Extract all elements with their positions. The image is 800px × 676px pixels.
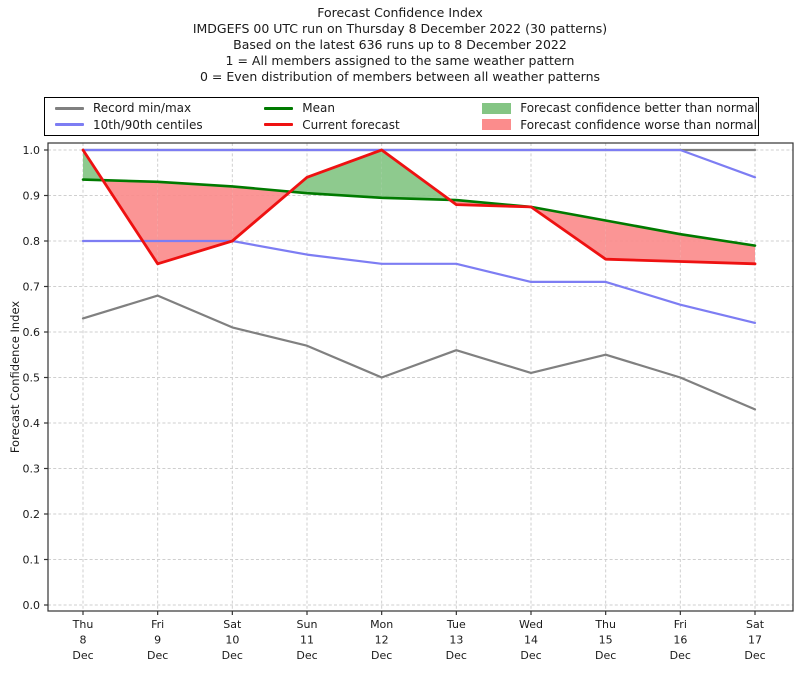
- y-tick-label: 0.6: [23, 326, 41, 339]
- x-tick-label: Thu 15 Dec: [594, 618, 616, 662]
- forecast-confidence-chart: 0.0 0.1 0.2 0.3 0.4 0.5 0.6 0.7 0.8 0.9 1.0 Thu 8 Dec…: [23, 142, 794, 662]
- y-tick-label: 0.2: [23, 508, 41, 521]
- fill-worse-than-normal: [605, 220, 681, 262]
- series-current-forecast: [81, 148, 757, 266]
- legend: Record min/max 10th/90th centiles Mean C…: [44, 97, 759, 136]
- x-tick-label: Mon 12 Dec: [370, 618, 393, 662]
- legend-item-better-than-normal: Forecast confidence better than normal: [482, 101, 758, 115]
- series-mean: [81, 178, 757, 247]
- title-line-runs-count: Based on the latest 636 runs up to 8 Dec…: [233, 37, 567, 52]
- x-tick-label: Wed 14 Dec: [519, 618, 543, 662]
- x-tick-label: Fri 16 Dec: [670, 618, 691, 662]
- y-tick-label: 0.9: [23, 190, 41, 203]
- legend-label: Record min/max: [93, 101, 192, 116]
- y-tick-label: 1.0: [23, 144, 41, 157]
- worse-fill-swatch: [482, 119, 512, 131]
- better-fill-swatch: [482, 102, 512, 114]
- x-tick-label: Sun 11 Dec: [296, 618, 317, 662]
- series-10th-centile: [81, 239, 757, 324]
- x-tick-label: Sat 10 Dec: [222, 618, 243, 662]
- centiles-line-swatch: [55, 123, 84, 127]
- legend-label: Mean: [302, 101, 335, 116]
- legend-label: 10th/90th centiles: [93, 117, 203, 132]
- title-line-scale-zero: 0 = Even distribution of members between…: [199, 69, 601, 84]
- legend-column-1: Record min/max 10th/90th centiles: [55, 100, 264, 133]
- legend-item-worse-than-normal: Forecast confidence worse than normal: [482, 118, 758, 132]
- y-tick-label: 0.4: [23, 417, 41, 430]
- chart-title-block: Forecast Confidence Index IMDGEFS 00 UTC…: [0, 5, 800, 85]
- confidence-fill-areas: [83, 150, 755, 264]
- x-tick-label: Sat 17 Dec: [744, 618, 765, 662]
- fill-better-than-normal: [307, 150, 382, 198]
- title-line-main: Forecast Confidence Index: [317, 5, 483, 20]
- record-minmax-line-swatch: [55, 106, 84, 110]
- title-line-run-info: IMDGEFS 00 UTC run on Thursday 8 Decembe…: [192, 21, 608, 36]
- y-tick-label: 0.8: [23, 235, 41, 248]
- legend-label: Forecast confidence worse than normal: [520, 117, 757, 132]
- y-tick-label: 0.0: [23, 599, 41, 612]
- legend-item-record-minmax: Record min/max: [55, 101, 264, 115]
- series-90th-centile: [81, 148, 757, 179]
- legend-item-mean: Mean: [264, 101, 482, 115]
- y-tick-label: 0.1: [23, 554, 41, 567]
- legend-column-2: Mean Current forecast: [264, 100, 482, 133]
- fill-worse-than-normal: [680, 234, 755, 264]
- gridlines: [48, 143, 793, 611]
- legend-label: Current forecast: [302, 117, 400, 132]
- legend-item-current-forecast: Current forecast: [264, 118, 482, 132]
- x-tick-label: Fri 9 Dec: [147, 618, 168, 662]
- mean-line-swatch: [264, 106, 294, 110]
- x-tick-label: Thu 8 Dec: [72, 618, 94, 662]
- y-tick-label: 0.5: [23, 372, 41, 385]
- y-tick-label: 0.3: [23, 463, 41, 476]
- axes-ticks-labels: 0.0 0.1 0.2 0.3 0.4 0.5 0.6 0.7 0.8 0.9 1.0 Thu 8 Dec…: [23, 144, 766, 662]
- title-line-scale-one: 1 = All members assigned to the same wea…: [225, 53, 575, 68]
- current-forecast-line-swatch: [264, 123, 294, 127]
- series-record-min: [81, 294, 757, 411]
- y-tick-label: 0.7: [23, 281, 41, 294]
- legend-label: Forecast confidence better than normal: [520, 101, 758, 116]
- legend-column-3: Forecast confidence better than normal F…: [482, 100, 758, 133]
- legend-item-centiles: 10th/90th centiles: [55, 118, 264, 132]
- x-tick-label: Tue 13 Dec: [446, 618, 467, 662]
- fill-worse-than-normal: [157, 181, 233, 264]
- fill-better-than-normal: [381, 150, 450, 200]
